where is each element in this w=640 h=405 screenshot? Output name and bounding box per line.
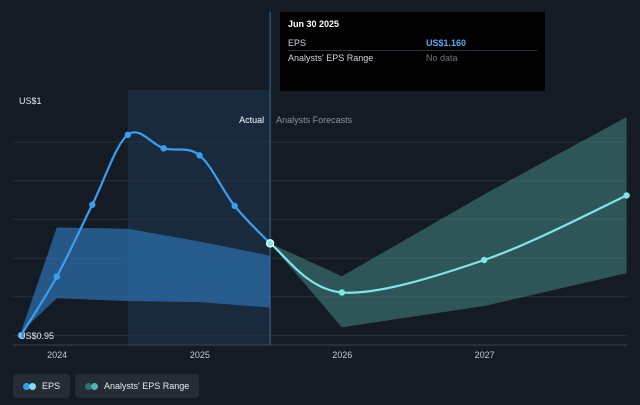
eps-current-point	[265, 239, 275, 248]
actual-region-band	[127, 90, 271, 345]
tooltip-row-eps: EPS US$1.160	[288, 36, 537, 51]
eps-legend-icon	[23, 382, 36, 390]
eps-actual-point-6	[231, 202, 238, 210]
x-tick-label-3: 2027	[475, 350, 495, 360]
eps-forecast-point-1	[338, 289, 346, 296]
eps-actual-point-1	[53, 273, 60, 280]
tooltip-eps-value: US$1.160	[426, 38, 467, 48]
x-tick-label-2: 2026	[332, 350, 352, 360]
legend-eps-label: EPS	[42, 381, 61, 391]
eps-forecast-point-3	[623, 192, 630, 199]
x-tick-label-1: 2025	[190, 350, 210, 360]
eps-range-forecast-area	[270, 117, 627, 328]
eps-actual-point-0	[17, 332, 25, 339]
eps-actual-point-2	[89, 201, 96, 208]
tooltip-row-range: Analysts' EPS Range No data	[288, 51, 537, 65]
legend-item-range[interactable]: Analysts' EPS Range	[75, 374, 200, 398]
eps-actual-point-3	[124, 131, 131, 139]
tooltip-date: Jun 30 2025	[288, 19, 340, 29]
chart-legend: EPS Analysts' EPS Range	[13, 374, 200, 398]
x-tick-label-0: 2024	[47, 350, 67, 360]
legend-item-eps[interactable]: EPS	[13, 374, 71, 398]
eps-actual-point-4	[160, 145, 167, 152]
eps-forecast-line	[269, 194, 628, 294]
tooltip-range-value: No data	[426, 53, 458, 63]
tooltip-range-label: Analysts' EPS Range	[288, 53, 374, 63]
eps-actual-point-5	[196, 152, 203, 159]
forecast-region-label: Analysts Forecasts	[276, 115, 353, 125]
range-legend-icon	[85, 382, 99, 390]
y-tick-label-1: US$0.95	[19, 331, 54, 341]
legend-range-label: Analysts' EPS Range	[104, 381, 190, 391]
eps-forecast-point-2	[481, 256, 488, 264]
y-tick-label-0: US$1	[19, 96, 42, 106]
hover-tooltip: Jun 30 2025 EPS US$1.160 Analysts' EPS R…	[280, 12, 545, 91]
actual-region-label: Actual	[239, 115, 264, 125]
eps-range-actual-area	[20, 227, 271, 333]
tooltip-eps-label: EPS	[288, 38, 307, 48]
